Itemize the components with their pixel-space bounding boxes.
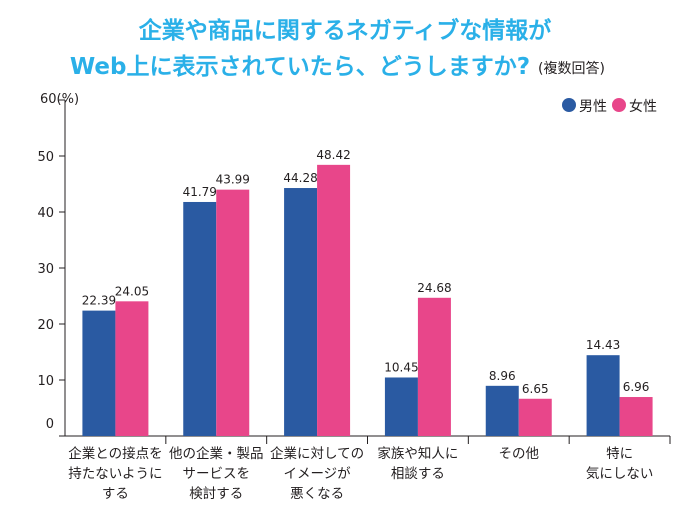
y-tick-labels: 0 10 20 30 40 50 — [37, 150, 54, 432]
bar-female — [518, 398, 552, 436]
bar-male — [586, 355, 620, 436]
x-category-label: する — [102, 486, 129, 502]
x-category-label: 気にしない — [586, 466, 654, 482]
y-tick-label: 40 — [37, 206, 54, 221]
x-category-label: 検討する — [189, 486, 243, 502]
x-category-label: 持たないように — [68, 466, 162, 482]
y-tick-label: 0 — [46, 417, 54, 432]
x-category-label: 家族や知人に — [377, 445, 458, 462]
x-category-label: 悪くなる — [290, 486, 344, 502]
bar-female — [619, 397, 653, 436]
legend-label: 女性 — [629, 98, 657, 115]
chart-title-line-1: 企業や商品に関するネガティブな情報が — [138, 17, 552, 44]
bar-value-label: 24.05 — [115, 284, 149, 298]
bar-value-label: 10.45 — [384, 360, 418, 374]
x-category-label: 相談する — [391, 466, 445, 482]
chart-subtitle: (複数回答) — [538, 60, 605, 77]
bar-value-label: 14.43 — [586, 338, 620, 352]
x-category-label: その他 — [499, 446, 540, 462]
legend-label: 男性 — [579, 99, 607, 115]
bar-value-label: 43.99 — [216, 173, 250, 187]
bar-value-label: 41.79 — [183, 185, 217, 199]
bar-value-label: 24.68 — [417, 281, 451, 295]
x-category-label: 他の企業・製品 — [169, 445, 264, 462]
legend-marker — [562, 98, 576, 112]
bar-male — [82, 310, 116, 436]
bar-value-label: 44.28 — [283, 171, 317, 185]
bar-male — [183, 201, 217, 436]
bar-male — [485, 385, 519, 436]
x-category-label: サービスを — [183, 466, 251, 482]
x-category-label: 企業に対しての — [270, 445, 364, 462]
x-category-label: イメージが — [283, 466, 351, 482]
bar-value-label: 22.39 — [82, 294, 116, 308]
bar-female — [115, 301, 149, 436]
x-category-label: 企業との接点を — [68, 445, 162, 462]
bar-value-label: 8.96 — [489, 369, 516, 383]
y-tick-label: 30 — [37, 262, 54, 277]
bar-male — [384, 377, 418, 436]
legend-marker — [612, 98, 626, 112]
bar-value-label: 6.96 — [623, 380, 650, 394]
bars — [82, 164, 653, 436]
bar-value-label: 48.42 — [316, 148, 350, 162]
bar-female — [417, 297, 451, 436]
bar-value-label: 6.65 — [522, 382, 549, 396]
chart-title-line-2: Web上に表示されていたら、どうしますか? — [70, 54, 530, 80]
bar-female — [317, 164, 351, 436]
y-tick-label: 20 — [37, 318, 54, 333]
bar-female — [216, 189, 250, 436]
y-tick-label: 50 — [37, 150, 54, 165]
y-tick-label: 10 — [37, 374, 54, 389]
x-category-label: 特に — [606, 446, 633, 462]
axes — [59, 99, 671, 444]
bar-male — [284, 188, 318, 436]
legend: 男性 女性 — [562, 98, 657, 115]
